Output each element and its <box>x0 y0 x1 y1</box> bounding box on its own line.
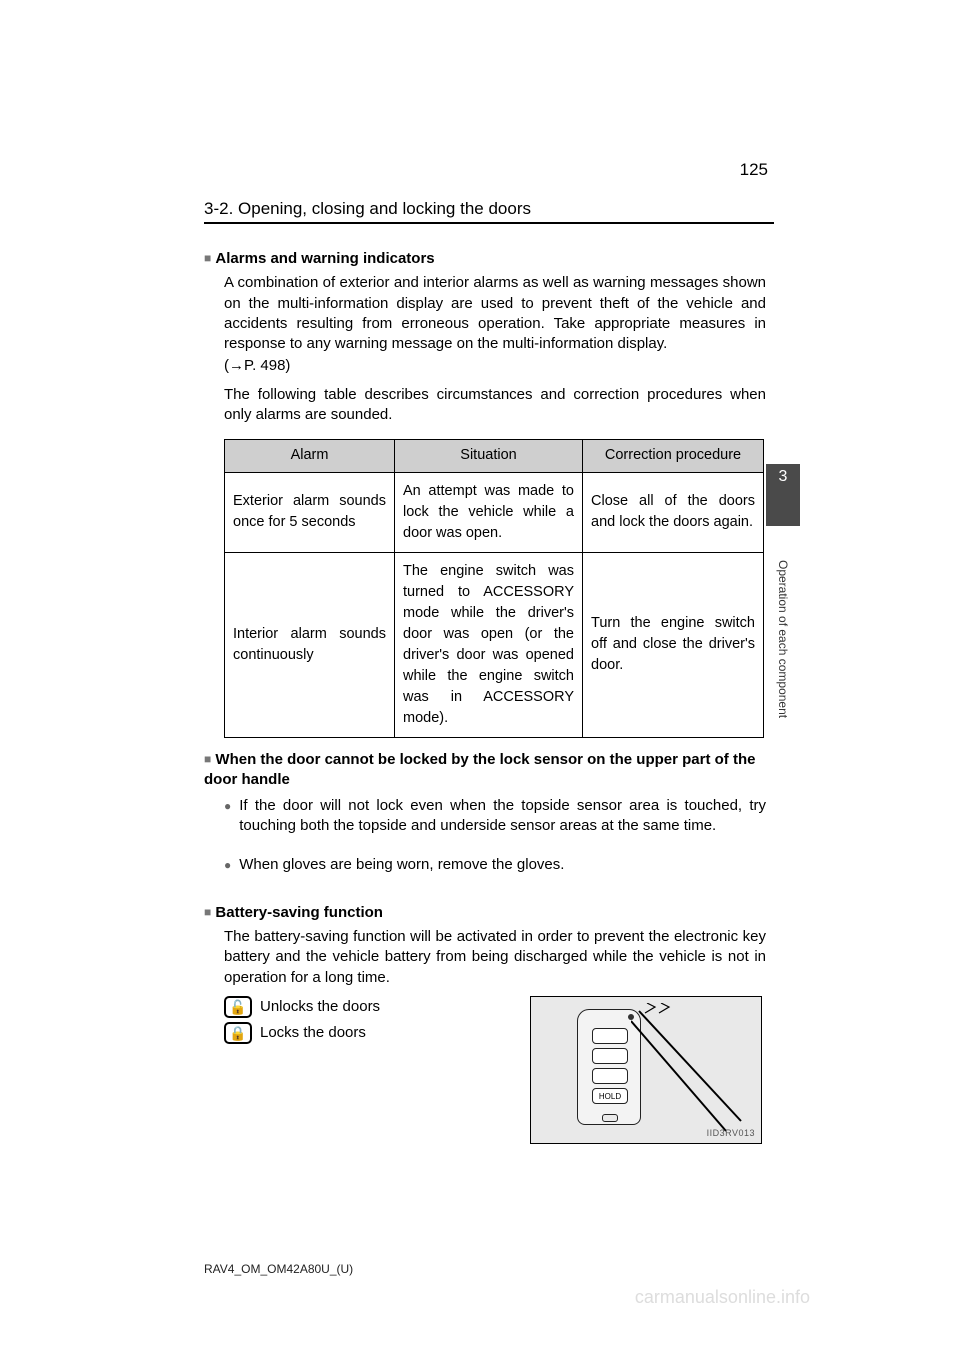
figure-id-tag: IID3RV013 <box>707 1127 755 1139</box>
cell-correction: Turn the engine switch off and close the… <box>583 552 764 737</box>
cell-situation: An attempt was made to lock the vehicle … <box>395 472 583 552</box>
chapter-tab: 3 <box>766 464 800 526</box>
chapter-number: 3 <box>766 468 800 486</box>
cell-alarm: Exterior alarm sounds once for 5 seconds <box>225 472 395 552</box>
keyfob-ring <box>602 1114 618 1122</box>
header-rule <box>204 222 774 224</box>
page-number: 125 <box>740 160 768 180</box>
page-link: (→P. 498) <box>224 356 766 376</box>
figure-column: HOLD IID3RV013 <box>504 996 766 1144</box>
chapter-side-label: Operation of each component <box>776 560 790 718</box>
square-bullet-icon: ■ <box>204 251 211 265</box>
square-bullet-icon: ■ <box>204 905 211 919</box>
lock-label: Locks the doors <box>260 1023 366 1043</box>
keyfob-button <box>592 1048 628 1064</box>
battery-saving-body: The battery-saving function will be acti… <box>224 927 766 988</box>
heading-alarms: ■ Alarms and warning indicators <box>204 249 766 269</box>
footer-doc-name: RAV4_OM_OM42A80U_(U) <box>204 1262 353 1276</box>
table-header-row: Alarm Situation Correction procedure <box>225 440 764 473</box>
icon-and-figure-row: 🔓 Unlocks the doors 🔒 Locks the doors HO… <box>204 996 766 1144</box>
icon-row: 🔓 Unlocks the doors <box>224 996 504 1018</box>
unlock-label: Unlocks the doors <box>260 997 380 1017</box>
keyfob-button <box>592 1028 628 1044</box>
th-alarm: Alarm <box>225 440 395 473</box>
bullet-item: ● If the door will not lock even when th… <box>224 796 766 837</box>
icon-row: 🔒 Locks the doors <box>224 1022 504 1044</box>
manual-page: 125 3-2. Opening, closing and locking th… <box>0 0 960 1358</box>
table-row: Exterior alarm sounds once for 5 seconds… <box>225 472 764 552</box>
heading-lock-sensor-label: When the door cannot be locked by the lo… <box>204 751 755 788</box>
lock-icon: 🔒 <box>224 1022 252 1044</box>
round-bullet-icon: ● <box>224 857 231 875</box>
cell-situation: The engine switch was turned to ACCESSOR… <box>395 552 583 737</box>
alarms-body2: The following table describes circumstan… <box>224 385 766 426</box>
bullet-text: When gloves are being worn, remove the g… <box>239 855 766 875</box>
keyfob-button: HOLD <box>592 1088 628 1104</box>
alarm-table: Alarm Situation Correction procedure Ext… <box>224 439 764 738</box>
keyfob-figure: HOLD IID3RV013 <box>530 996 762 1144</box>
alarms-body: A combination of exterior and interior a… <box>224 273 766 354</box>
heading-alarms-label: Alarms and warning indicators <box>215 250 434 267</box>
th-situation: Situation <box>395 440 583 473</box>
lock-sensor-bullets: ● If the door will not lock even when th… <box>224 796 766 875</box>
signal-rays-icon <box>631 1003 751 1133</box>
bullet-item: ● When gloves are being worn, remove the… <box>224 855 766 875</box>
th-correction: Correction procedure <box>583 440 764 473</box>
heading-lock-sensor: ■ When the door cannot be locked by the … <box>204 750 766 791</box>
page-content: ■ Alarms and warning indicators A combin… <box>204 249 766 1144</box>
square-bullet-icon: ■ <box>204 752 211 766</box>
section-title: 3-2. Opening, closing and locking the do… <box>204 199 531 219</box>
cell-correction: Close all of the doors and lock the door… <box>583 472 764 552</box>
round-bullet-icon: ● <box>224 798 231 837</box>
keyfob-button <box>592 1068 628 1084</box>
heading-battery-saving-label: Battery-saving function <box>215 904 383 921</box>
cell-alarm: Interior alarm sounds continuously <box>225 552 395 737</box>
icon-column: 🔓 Unlocks the doors 🔒 Locks the doors <box>204 996 504 1144</box>
table-row: Interior alarm sounds continuously The e… <box>225 552 764 737</box>
bullet-text: If the door will not lock even when the … <box>239 796 766 837</box>
heading-battery-saving: ■ Battery-saving function <box>204 903 766 923</box>
unlock-icon: 🔓 <box>224 996 252 1018</box>
watermark: carmanualsonline.info <box>635 1287 810 1308</box>
